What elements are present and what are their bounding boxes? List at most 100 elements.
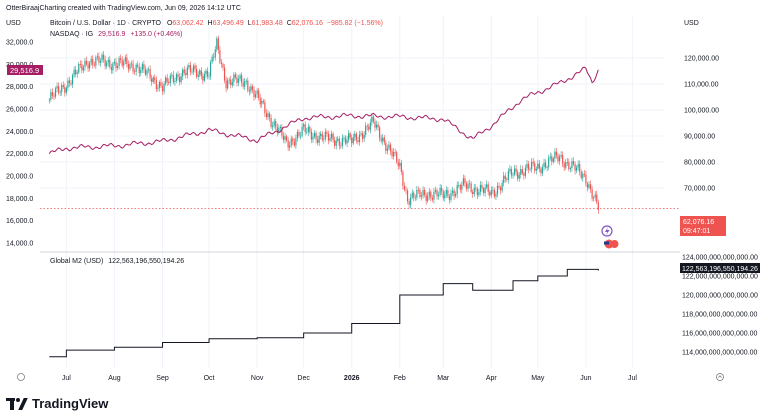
btc-close: 62,076.16 — [291, 20, 323, 27]
btc-candle-body — [403, 185, 406, 190]
btc-candle-body — [222, 64, 224, 68]
time-axis-tick-label: Dec — [297, 375, 310, 382]
btc-candle-body — [143, 64, 145, 70]
btc-candle-body — [430, 191, 432, 198]
btc-h-label: H — [207, 20, 213, 27]
btc-candle-body — [276, 127, 278, 133]
btc-candle-body — [321, 133, 323, 140]
btc-candles — [48, 35, 599, 214]
btc-candle-body — [531, 161, 533, 170]
btc-candle-body — [54, 88, 57, 97]
btc-candle-body — [492, 189, 494, 191]
m2-series — [49, 268, 599, 358]
btc-candle-body — [341, 137, 344, 146]
btc-candle-body — [434, 190, 437, 192]
nasdaq-legend-change: +135.0 (+0.46%) — [130, 31, 183, 38]
btc-candle-body — [560, 155, 562, 157]
btc-candle-body — [166, 77, 168, 83]
btc-candle-body — [343, 137, 345, 139]
right-axis-tick-label: 90,000.00 — [684, 134, 715, 141]
btc-candle-body — [233, 74, 235, 83]
btc-candle-body — [425, 194, 427, 201]
btc-candle-body — [306, 131, 308, 133]
btc-candle-body — [289, 145, 291, 148]
btc-candle-body — [324, 131, 326, 139]
btc-candle-body — [151, 78, 153, 83]
btc-candle-body — [71, 75, 74, 85]
btc-candle-body — [272, 125, 274, 127]
btc-candle-body — [441, 187, 443, 192]
btc-candle-body — [386, 148, 388, 151]
m2-legend[interactable]: Global M2 (USD) 122,563,196,550,194.26 — [50, 258, 184, 265]
btc-candle-body — [520, 169, 522, 175]
btc-candle-body — [116, 65, 119, 68]
btc-candle-body — [211, 56, 213, 63]
btc-candle-body — [157, 87, 159, 89]
btc-candle-body — [340, 145, 342, 147]
right-axis-tick-label: 120,000.00 — [684, 56, 719, 63]
btc-candle-body — [431, 197, 433, 200]
btc-candle-body — [526, 163, 528, 168]
btc-candle-body — [160, 82, 162, 87]
btc-candle-body — [518, 174, 520, 179]
us-flag-icon[interactable] — [603, 238, 619, 250]
btc-candle-body — [582, 173, 584, 178]
btc-candle-body — [534, 163, 536, 171]
m2-axis-tick-label: 120,000,000,000,000.00 — [682, 293, 758, 300]
btc-candle-body — [493, 189, 496, 197]
btc-candle-body — [259, 97, 261, 105]
btc-candle-body — [130, 63, 133, 65]
btc-candle-body — [335, 140, 337, 146]
time-settings-icon[interactable] — [716, 373, 724, 381]
btc-candle-body — [537, 163, 539, 169]
btc-candle-body — [200, 70, 202, 77]
btc-candle-body — [110, 66, 112, 71]
btc-candle-body — [303, 124, 305, 127]
m2-axis-tick-label: 116,000,000,000,000.00 — [682, 331, 757, 338]
btc-candle-body — [237, 78, 240, 84]
time-axis[interactable]: Jul Aug Sep Oct Nov Dec 2026 Feb Mar Apr May Jun Jul — [62, 375, 637, 382]
btc-candle-body — [123, 61, 125, 66]
btc-candle-body — [380, 138, 382, 142]
btc-candle-body — [251, 86, 254, 90]
time-axis-tick-label: Mar — [437, 375, 450, 382]
btc-candle-body — [546, 167, 548, 168]
btc-candle-body — [456, 185, 458, 195]
btc-candle-body — [419, 189, 421, 198]
m2-price-axis[interactable]: 124,000,000,000,000.00 122,000,000,000,00… — [682, 255, 758, 357]
btc-candle-body — [152, 77, 154, 83]
btc-candle-body — [183, 69, 185, 74]
btc-candle-body — [68, 80, 71, 84]
btc-candle-body — [270, 117, 272, 127]
m2-legend-name: Global M2 (USD) — [50, 258, 104, 265]
btc-candle-body — [478, 191, 480, 196]
btc-candle-body — [538, 163, 540, 169]
right-price-axis[interactable]: 120,000.00 110,000.00 100,000.00 90,000.00 8… — [684, 56, 719, 193]
btc-candle-body — [50, 92, 52, 100]
btc-candle-body — [61, 85, 63, 93]
btc-candle-body — [445, 190, 447, 195]
btc-legend[interactable]: Bitcoin / U.S. Dollar · 1D · CRYPTO O63,… — [50, 20, 383, 27]
lightning-icon[interactable] — [601, 225, 613, 237]
nasdaq-legend[interactable]: NASDAQ · IG 29,516.9 +135.0 (+0.46%) — [50, 31, 183, 38]
btc-candle-body — [206, 70, 209, 77]
time-settings-icon-left[interactable] — [17, 373, 25, 381]
btc-candle-body — [551, 156, 553, 162]
btc-change: −985.82 (−1.56%) — [326, 20, 383, 27]
btc-candle-body — [439, 187, 441, 195]
tradingview-logo-icon — [6, 397, 28, 410]
btc-candle-body — [149, 69, 151, 79]
tradingview-logo[interactable]: TradingView — [6, 396, 108, 411]
btc-candle-body — [205, 70, 207, 75]
btc-candle-body — [472, 191, 474, 195]
btc-candle-body — [161, 86, 164, 92]
btc-candle-body — [304, 124, 306, 133]
btc-candle-body — [571, 161, 573, 168]
btc-candle-body — [65, 87, 67, 93]
btc-candle-body — [112, 63, 114, 71]
btc-candle-body — [506, 179, 508, 180]
btc-candle-body — [113, 61, 116, 64]
btc-candle-body — [461, 184, 463, 190]
btc-candle-body — [372, 116, 375, 122]
